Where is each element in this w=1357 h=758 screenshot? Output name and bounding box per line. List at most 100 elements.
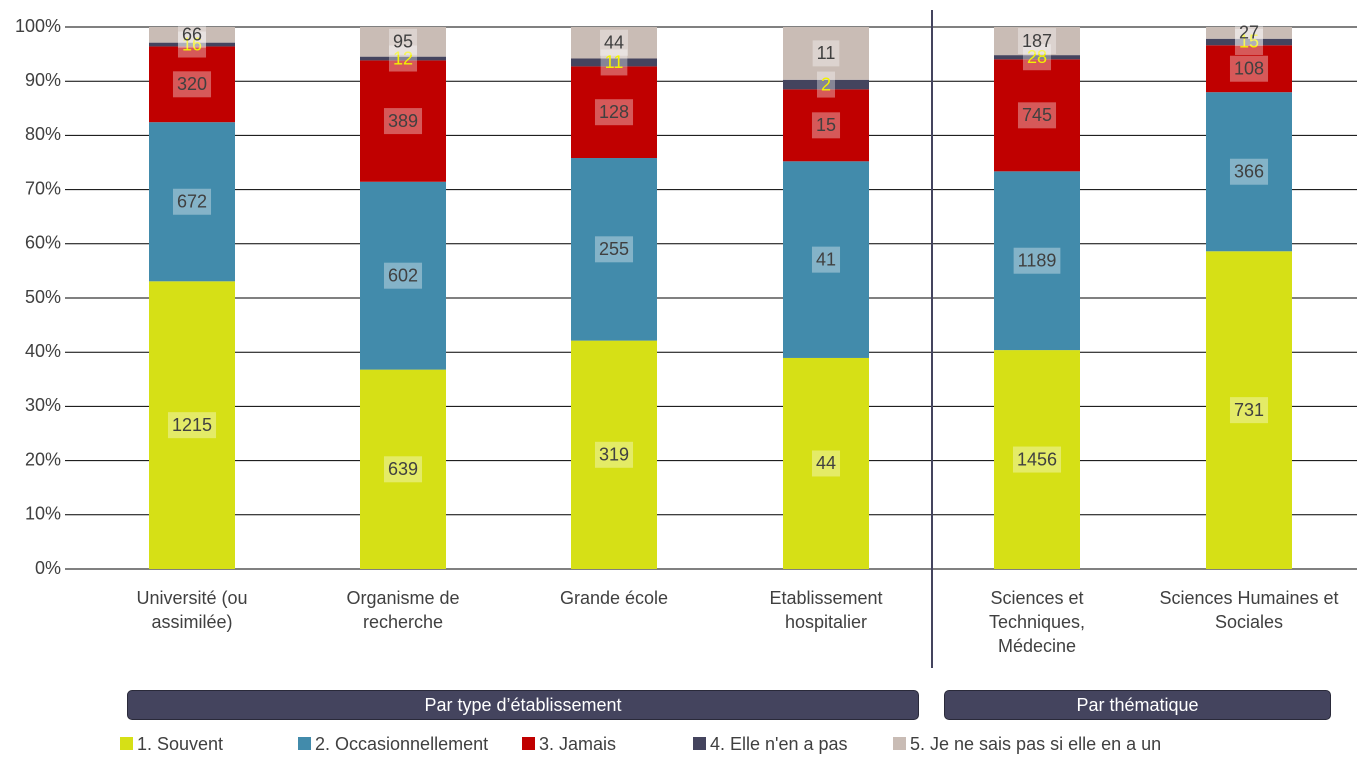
data-label: 11 — [817, 43, 836, 63]
bar-segment — [571, 340, 657, 569]
y-tick-label: 20% — [25, 449, 61, 469]
data-label-bg — [383, 262, 423, 289]
bar-segment — [149, 46, 235, 123]
data-label: 319 — [599, 445, 629, 465]
data-label: 16 — [182, 34, 202, 54]
bar-segment — [360, 27, 446, 57]
data-label: 187 — [1022, 31, 1052, 51]
data-label: 255 — [599, 239, 629, 259]
data-label: 12 — [393, 48, 413, 68]
data-label: 41 — [816, 249, 836, 269]
data-label-bg — [1017, 102, 1057, 129]
bar-segment — [360, 181, 446, 370]
y-tick-label: 80% — [25, 124, 61, 144]
legend-label: 1. Souvent — [137, 734, 223, 754]
data-label-bg — [388, 28, 418, 55]
data-label-bg — [811, 246, 841, 273]
legend-label: 2. Occasionnellement — [315, 734, 488, 754]
y-tick-label: 50% — [25, 287, 61, 307]
y-tick-label: 100% — [15, 16, 61, 36]
data-label: 389 — [388, 111, 418, 131]
data-label-bg — [177, 21, 207, 48]
data-label-bg — [594, 236, 634, 263]
y-tick-label: 0% — [35, 558, 61, 578]
bar-segment — [149, 281, 235, 569]
data-label: 731 — [1234, 400, 1264, 420]
data-label-bg — [816, 71, 836, 98]
data-label: 1189 — [1018, 250, 1057, 270]
data-label: 602 — [388, 265, 418, 285]
bar-segment — [360, 60, 446, 182]
x-tick-label: Organisme de recherche — [346, 588, 460, 632]
bar-segment — [994, 350, 1080, 569]
data-label-bg — [383, 108, 423, 135]
bar-segment — [783, 27, 869, 80]
data-label-bg — [1013, 247, 1061, 274]
data-label: 66 — [182, 25, 202, 45]
data-label: 1215 — [172, 415, 212, 435]
data-label: 44 — [816, 453, 836, 473]
bar-segment — [571, 27, 657, 59]
data-label: 11 — [605, 52, 624, 72]
bar-segment — [783, 161, 869, 358]
data-label-bg — [1229, 397, 1269, 424]
y-tick-label: 90% — [25, 70, 61, 90]
y-tick-label: 10% — [25, 504, 61, 524]
legend-label: 4. Elle n'en a pas — [710, 734, 848, 754]
bar-segment — [1206, 251, 1292, 569]
data-label-bg — [388, 45, 418, 72]
data-label-bg — [594, 99, 634, 126]
data-label: 15 — [816, 115, 836, 135]
data-label: 28 — [1027, 47, 1047, 67]
y-tick-label: 30% — [25, 395, 61, 415]
data-label: 128 — [599, 102, 629, 122]
legend-swatch — [298, 737, 311, 750]
data-label: 320 — [177, 74, 207, 94]
bar-segment — [149, 42, 235, 47]
data-label-bg — [177, 31, 207, 58]
x-tick-label: Université (ou assimilée) — [136, 588, 248, 632]
bar-segment — [1206, 45, 1292, 93]
legend-label: 5. Je ne sais pas si elle en a un — [910, 734, 1161, 754]
data-label-bg — [600, 49, 628, 76]
legend-swatch — [120, 737, 133, 750]
bar-segment — [783, 79, 869, 90]
legend-swatch — [693, 737, 706, 750]
data-label-bg — [1229, 158, 1269, 185]
data-label-bg — [811, 450, 841, 477]
bar-segment — [149, 27, 235, 43]
data-label-bg — [1234, 28, 1264, 55]
legend-label: 3. Jamais — [539, 734, 616, 754]
x-tick-label: Etablissement hospitalier — [769, 588, 883, 632]
data-label: 745 — [1022, 105, 1052, 125]
data-label: 108 — [1234, 58, 1264, 78]
data-label: 672 — [177, 191, 207, 211]
bar-segment — [1206, 92, 1292, 252]
data-label-bg — [383, 456, 423, 483]
group-label: Par type d’établissement — [127, 690, 919, 720]
group-label: Par thématique — [944, 690, 1331, 720]
data-label: 366 — [1234, 161, 1264, 181]
bar-segment — [994, 27, 1080, 56]
data-label-bg — [1022, 44, 1052, 71]
bar-segment — [994, 59, 1080, 172]
bar-segment — [571, 66, 657, 159]
data-label: 15 — [1239, 32, 1259, 52]
data-label-bg — [172, 71, 212, 98]
bar-segment — [994, 55, 1080, 60]
data-label-bg — [172, 188, 212, 215]
data-label-bg — [599, 29, 629, 56]
data-label-bg — [1229, 55, 1269, 82]
y-tick-label: 40% — [25, 341, 61, 361]
y-tick-label: 60% — [25, 233, 61, 253]
bar-segment — [1206, 38, 1292, 46]
x-tick-label: Sciences et Techniques, Médecine — [988, 588, 1086, 656]
bar-segment — [994, 171, 1080, 351]
data-label-bg — [594, 441, 634, 468]
x-tick-label: Grande école — [559, 588, 669, 608]
legend-swatch — [522, 737, 535, 750]
bar-segment — [1206, 27, 1292, 39]
bar-segment — [783, 89, 869, 162]
